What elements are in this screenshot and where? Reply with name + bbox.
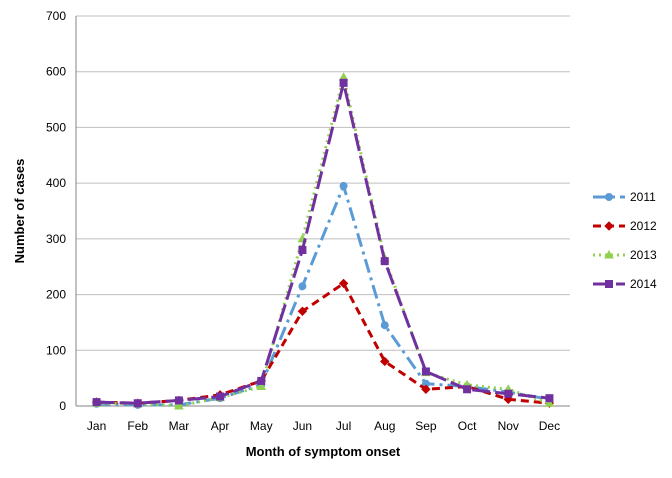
data-point (174, 396, 183, 405)
data-point (92, 398, 101, 407)
x-tick-label: Aug (374, 419, 395, 433)
series-2011 (92, 181, 554, 409)
data-point (297, 306, 308, 316)
data-point (604, 249, 614, 259)
data-point (133, 399, 142, 408)
legend-item-2014: 2014 (593, 277, 657, 291)
data-point (339, 78, 348, 87)
data-point (544, 398, 555, 407)
gridlines (75, 15, 570, 407)
data-point (380, 321, 389, 330)
data-point (604, 221, 614, 231)
data-point (463, 385, 472, 394)
y-tick-label: 200 (46, 288, 66, 302)
x-tick-label: May (250, 419, 273, 433)
series-line (96, 81, 550, 405)
legend-label: 2011 (630, 190, 656, 204)
x-tick-label: Sep (415, 419, 437, 433)
series-line (96, 281, 550, 405)
legend-item-2012: 2012 (593, 219, 657, 233)
data-point (174, 400, 184, 410)
x-axis-label: Month of symptom onset (246, 444, 401, 459)
x-tick-label: Jun (293, 419, 312, 433)
series-2013 (91, 72, 555, 410)
data-point (545, 394, 554, 403)
x-tick-label: Jul (336, 419, 351, 433)
y-tick-label: 0 (59, 399, 66, 413)
x-tick-label: Mar (169, 419, 190, 433)
x-tick-label: Jan (87, 419, 106, 433)
data-point (256, 381, 267, 390)
legend-item-2011: 2011 (593, 190, 656, 204)
data-point (605, 280, 613, 288)
y-axis-ticks: 0 100 200 300 400 500 600 700 (46, 9, 66, 413)
y-tick-label: 500 (46, 120, 66, 134)
series-2014 (92, 78, 554, 408)
legend-item-2013: 2013 (593, 248, 657, 262)
y-tick-label: 400 (46, 176, 66, 190)
data-point (605, 193, 613, 201)
y-tick-label: 700 (46, 9, 66, 23)
data-point (380, 257, 389, 266)
data-point (504, 389, 513, 398)
data-point (298, 246, 307, 254)
y-tick-label: 300 (46, 232, 66, 246)
y-tick-label: 600 (46, 65, 66, 79)
data-point (421, 384, 431, 394)
data-point (257, 376, 266, 385)
data-point (339, 181, 348, 190)
x-tick-label: Nov (498, 419, 519, 433)
x-tick-label: Apr (211, 419, 230, 433)
y-tick-label: 100 (46, 343, 66, 357)
data-point (421, 367, 430, 376)
x-axis-ticks: Jan Feb Mar Apr May Jun Jul Aug Sep Oct Nov Dec (87, 419, 560, 433)
legend: 2011 2012 2013 2014 (593, 190, 657, 291)
series-line (96, 75, 550, 408)
legend-label: 2013 (630, 248, 657, 262)
x-tick-label: Dec (539, 419, 560, 433)
data-point (380, 356, 390, 367)
y-axis-label: Number of cases (12, 159, 27, 264)
legend-label: 2014 (630, 277, 657, 291)
data-point (216, 392, 225, 401)
series-line (96, 184, 550, 407)
legend-label: 2012 (630, 219, 657, 233)
x-tick-label: Feb (127, 419, 148, 433)
series-lines (91, 72, 555, 410)
x-tick-label: Oct (458, 419, 477, 433)
data-point (338, 278, 349, 289)
data-point (298, 282, 307, 291)
